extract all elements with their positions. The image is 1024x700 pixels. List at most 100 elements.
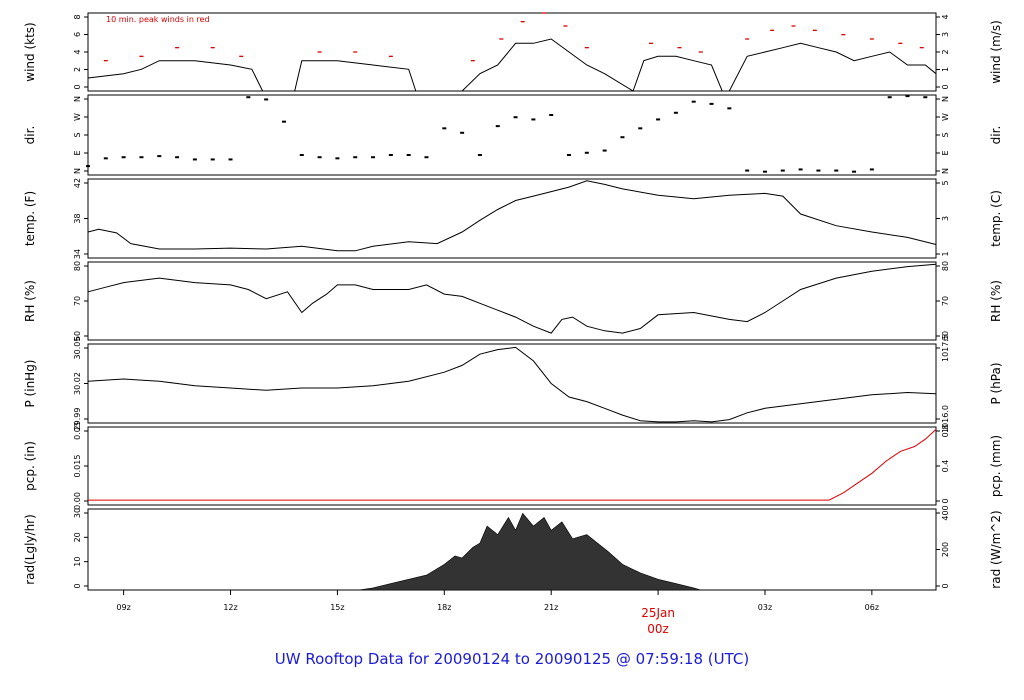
- day-marker-date: 25Jan: [641, 606, 675, 620]
- tick-label-left-precip: 0.015: [73, 455, 82, 478]
- axis-label-right-dir: dir.: [989, 126, 1003, 145]
- x-tick-label: 09z: [116, 603, 130, 612]
- direction-point: [923, 96, 928, 99]
- tick-label-left-rh: 60: [73, 331, 82, 341]
- direction-point: [371, 156, 376, 159]
- direction-point: [691, 100, 696, 103]
- direction-point: [335, 157, 340, 160]
- tick-label-left-dir: W: [73, 113, 82, 121]
- tick-label-right-radiation: 0: [941, 583, 950, 588]
- direction-point: [709, 102, 714, 105]
- panel-frame-precip: [87, 426, 937, 506]
- tick-label-right-rh: 60: [941, 331, 950, 341]
- tick-label-right-dir: S: [941, 132, 950, 137]
- axis-label-right-pressure: P (hPa): [989, 362, 1003, 404]
- direction-point: [86, 165, 90, 168]
- tick-label-left-wind: 6: [73, 32, 82, 37]
- tick-label-left-temp: 34: [73, 249, 82, 259]
- direction-point: [246, 96, 251, 99]
- axis-label-right-precip: pcp. (mm): [989, 435, 1003, 497]
- tick-label-right-pressure: 1017.5: [941, 334, 950, 362]
- tick-label-right-precip: 0: [941, 498, 950, 503]
- direction-point: [673, 111, 678, 114]
- tick-label-left-pressure: 29.99: [73, 408, 82, 431]
- tick-label-right-temp: 1: [941, 251, 950, 256]
- panel-frame-temp: [87, 178, 937, 259]
- direction-point: [495, 125, 500, 128]
- direction-point: [727, 107, 732, 110]
- direction-point: [442, 127, 447, 130]
- tick-label-right-dir: W: [941, 113, 950, 121]
- direction-point: [887, 96, 892, 99]
- tick-label-right-wind: 2: [941, 49, 950, 54]
- series-line-pressure: [87, 346, 937, 423]
- axis-label-left-precip: pcp. (in): [23, 441, 37, 491]
- tick-label-right-wind: 0: [941, 84, 950, 89]
- direction-point: [869, 168, 874, 171]
- direction-point: [602, 149, 607, 152]
- direction-point: [638, 127, 643, 130]
- direction-point: [103, 157, 108, 160]
- direction-point: [549, 114, 554, 116]
- day-marker-hour: 00z: [647, 622, 669, 636]
- tick-label-right-rh: 70: [941, 296, 950, 306]
- radiation-area: [88, 512, 936, 591]
- direction-point: [656, 118, 661, 121]
- direction-point: [139, 156, 144, 159]
- tick-label-left-rh: 70: [73, 296, 82, 306]
- series-line-precip: [88, 429, 937, 501]
- direction-point: [834, 169, 839, 172]
- direction-point: [192, 158, 197, 161]
- x-tick-label: 03z: [758, 603, 772, 612]
- series-line-rh: [87, 263, 937, 334]
- direction-point: [745, 169, 750, 172]
- tick-label-left-wind: 4: [73, 49, 82, 54]
- direction-point: [281, 120, 286, 123]
- axis-label-right-radiation: rad (W/m^2): [989, 510, 1003, 588]
- panel-frame-wind: [87, 12, 937, 92]
- direction-point: [584, 151, 589, 154]
- direction-point: [157, 155, 162, 158]
- x-tick-label: 18z: [437, 603, 451, 612]
- direction-point: [852, 170, 857, 173]
- tick-label-left-precip: 0.00: [73, 492, 82, 510]
- tick-label-right-rh: 80: [941, 261, 950, 271]
- direction-point: [567, 154, 572, 156]
- x-tick-label: 15z: [330, 603, 344, 612]
- tick-label-right-wind: 4: [941, 14, 950, 19]
- tick-label-right-dir: N: [941, 168, 950, 174]
- direction-point: [299, 154, 304, 156]
- tick-label-right-dir: N: [941, 96, 950, 102]
- tick-label-left-radiation: 30: [73, 508, 82, 518]
- figure-title: UW Rooftop Data for 20090124 to 20090125…: [274, 650, 750, 668]
- tick-label-right-radiation: 400: [941, 505, 950, 520]
- direction-point: [460, 131, 465, 134]
- tick-label-left-dir: E: [73, 150, 82, 155]
- tick-label-right-dir: E: [941, 150, 950, 155]
- axis-label-right-temp: temp. (C): [989, 190, 1003, 247]
- tick-label-right-wind: 1: [941, 67, 950, 72]
- tick-label-right-precip: 0.4: [941, 460, 950, 473]
- panel-frame-pressure: [87, 343, 937, 424]
- axis-label-left-rh: RH (%): [23, 280, 37, 322]
- direction-point: [406, 154, 411, 156]
- tick-label-left-temp: 38: [73, 213, 82, 223]
- tick-label-right-radiation: 200: [941, 542, 950, 557]
- axis-label-left-radiation: rad(Lgly/hr): [23, 514, 37, 585]
- tick-label-left-temp: 42: [73, 178, 82, 188]
- direction-point: [210, 158, 215, 161]
- direction-point: [816, 169, 821, 172]
- x-tick-label: 06z: [865, 603, 879, 612]
- x-tick-label: 21z: [544, 603, 558, 612]
- tick-label-left-rh: 80: [73, 261, 82, 271]
- direction-point: [477, 154, 482, 156]
- tick-label-right-temp: 5: [941, 180, 950, 185]
- tick-label-right-pressure: 1016.0: [941, 405, 950, 433]
- tick-label-left-dir: S: [73, 132, 82, 137]
- panel-frame-rh: [87, 261, 937, 341]
- series-line-wind: [87, 38, 937, 92]
- tick-label-left-pressure: 30.05: [73, 337, 82, 360]
- tick-label-left-radiation: 10: [73, 557, 82, 567]
- tick-label-left-radiation: 20: [73, 532, 82, 542]
